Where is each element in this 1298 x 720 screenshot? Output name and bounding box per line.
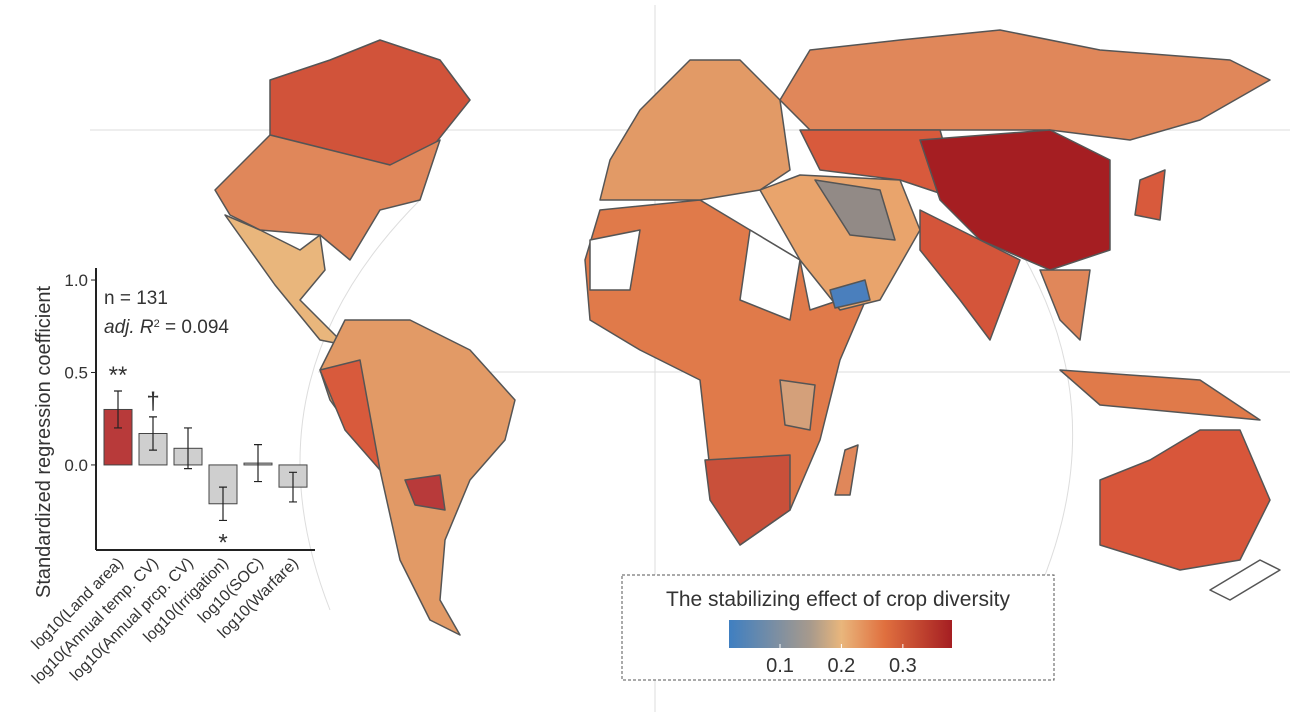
world-map: [214, 29, 1281, 636]
significance: †: [146, 388, 159, 415]
adj-r2: adj. R2 = 0.094: [104, 317, 229, 338]
adj-r2-part: 2: [154, 318, 160, 330]
bar: [103, 408, 133, 466]
adj-r2-part: = 0.094: [160, 317, 230, 338]
significance: **: [109, 362, 128, 389]
error-bar: [184, 427, 192, 470]
adj-r2-part: R: [140, 317, 154, 338]
legend-title: The stabilizing effect of crop diversity: [666, 588, 1010, 611]
bar-chart: 0.0 0.5 1.0 Standardized regression coeffic…: [29, 268, 315, 688]
colorbar: [729, 620, 952, 648]
y-axis-title: Standardized regression coefficient: [33, 286, 55, 598]
sample-size: n = 131: [104, 288, 168, 309]
colorbar-tick-label: 0.3: [889, 655, 917, 677]
error-bar: [114, 390, 122, 429]
y-tick-label: 0.0: [64, 456, 88, 475]
adj-r2-part: adj.: [104, 317, 140, 338]
error-bar: [149, 416, 157, 451]
y-tick-label: 0.5: [64, 363, 88, 382]
error-bar: [219, 486, 227, 522]
y-tick-label: 1.0: [64, 271, 88, 290]
error-bar: [254, 443, 262, 483]
significance: *: [218, 529, 227, 556]
colorbar-tick-label: 0.2: [828, 655, 856, 677]
colorbar-tick-label: 0.1: [766, 655, 794, 677]
error-bar: [289, 471, 297, 503]
